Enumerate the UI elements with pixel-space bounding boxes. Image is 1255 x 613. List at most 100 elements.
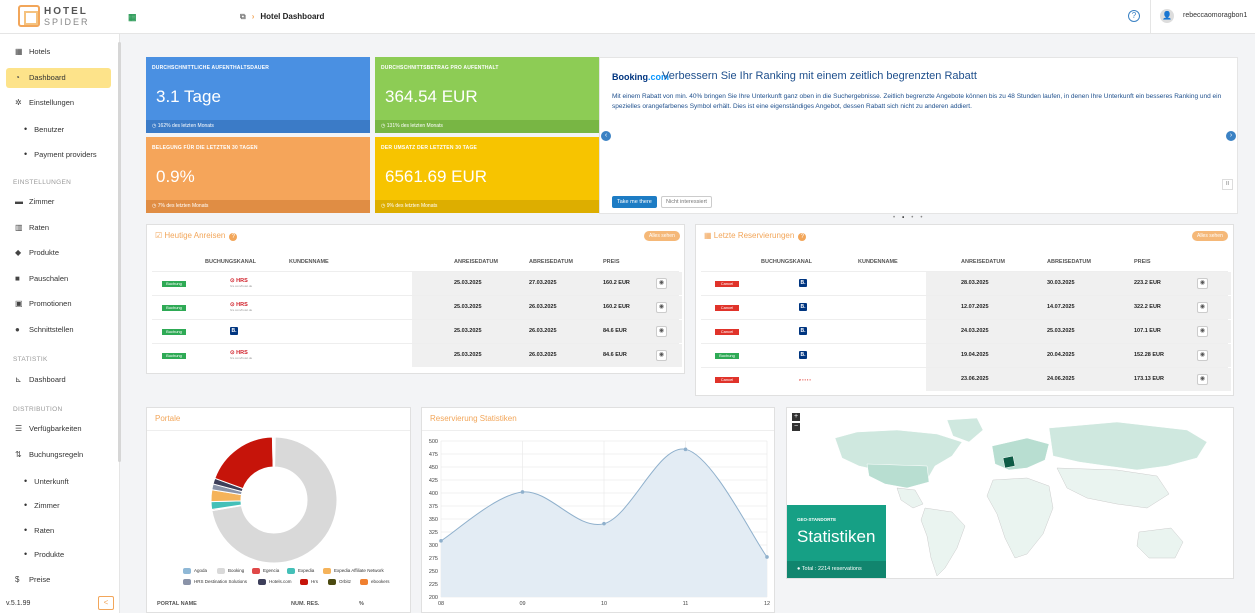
sidebar-item-verfuegbarkeiten[interactable]: ☰ Verfügbarkeiten [6,419,111,439]
collapse-sidebar-button[interactable]: < [98,596,114,610]
status-badge: Buchung [162,281,186,287]
reservations-see-all-button[interactable]: Alles sehen [1192,231,1228,241]
help-icon[interactable]: ? [1128,10,1140,22]
sidebar-item-benutzer[interactable]: Benutzer [24,121,64,137]
data-point[interactable] [602,521,606,526]
table-row[interactable]: Buchung B. 25.03.2025 26.03.2025 84.6 EUR ◉ [152,319,682,343]
price: 160.2 EUR [603,280,630,286]
sidebar-item-pauschalen[interactable]: ■ Pauschalen [6,269,111,289]
legend-label: Hrs [311,579,318,585]
pie-slice-ebookers[interactable] [272,436,275,468]
table-row[interactable]: Buchung ⊙ HRS hrs.com/hotel.de 25.03.2025 27… [152,271,682,295]
eye-icon[interactable]: ◉ [1197,350,1208,361]
series-line [440,448,768,558]
eye-icon[interactable]: ◉ [1197,278,1208,289]
map-australia [1136,527,1184,559]
col-channel: BUCHUNGSKANAL [761,259,813,265]
col-percent: % [359,601,364,607]
legend-item[interactable]: Hrs [300,579,318,585]
hotel-icon[interactable]: ▦ [128,12,137,22]
legend-item[interactable]: HRS Destination Solutions [183,579,247,585]
eye-icon[interactable]: ◉ [1197,374,1208,385]
kpi-change: 162% [157,123,171,129]
legend-item[interactable]: Expedia [287,568,314,574]
table-row[interactable]: Buchung ⊙ HRS hrs.com/hotel.de 25.03.2025 26… [152,343,682,367]
legend-item[interactable]: Hotels.com [258,579,292,585]
carousel-indicators[interactable]: •••• [893,215,930,221]
eye-icon[interactable]: ◉ [1197,302,1208,313]
sidebar-item-schnittstellen[interactable]: ● Schnittstellen [6,320,111,340]
pie-slice-booking[interactable] [211,436,338,564]
eye-icon[interactable]: ◉ [656,326,667,337]
sidebar-item-buchungsregeln[interactable]: ⇅ Buchungsregeln [6,445,111,465]
legend-label: Expedia Affiliate Network [334,568,384,574]
carousel-next-icon[interactable]: › [1226,131,1236,141]
sidebar-item-einstellungen[interactable]: ✲ Einstellungen [6,93,111,113]
legend-item[interactable]: Orbitz [328,579,351,585]
portale-donut-chart[interactable] [147,432,412,572]
sidebar-item-zimmer[interactable]: ▬ Zimmer [6,192,111,212]
table-row[interactable]: Cancel B. 24.03.2025 25.03.2025 107.1 EUR ◉ [701,319,1231,343]
sidebar-item-produkte[interactable]: ◆ Produkte [6,243,111,263]
gear-icon: ✲ [15,98,22,107]
eye-icon[interactable]: ◉ [1197,326,1208,337]
row-shade [926,272,1231,295]
sidebar-item-raten[interactable]: ▥ Raten [6,218,111,238]
reservation-line-chart[interactable]: 200 225 250 275 300 325 350 375 400 425 450 475 500 0… [422,433,774,613]
sidebar-item-hotels[interactable]: ▦ Hotels [6,42,111,62]
carousel-prev-icon[interactable]: ‹ [601,131,611,141]
legend-item[interactable]: Expedia Affiliate Network [323,568,384,574]
package-icon: ■ [15,274,20,283]
user-name[interactable]: rebeccaomoragbon1 [1183,12,1248,19]
take-me-there-button[interactable]: Take me there [612,196,657,208]
user-avatar-icon[interactable]: 👤 [1160,9,1174,23]
legend-item[interactable]: Agoda [183,568,207,574]
legend-item[interactable]: Egencia [252,568,279,574]
data-point[interactable] [765,555,769,559]
data-point[interactable] [439,539,443,543]
info-icon[interactable]: ? [798,233,807,241]
pause-icon[interactable]: II [1222,179,1233,190]
legend-item[interactable]: ebookers [360,579,390,585]
col-num-res: NUM. RES. [291,601,320,607]
eye-icon[interactable]: ◉ [656,302,667,313]
portale-panel: Portale Agoda Booking Egencia Expedia Expedi… [146,407,411,613]
zoom-in-button[interactable]: + [792,413,800,421]
sidebar-item-dashboard[interactable]: ◔ Dashboard [6,68,111,88]
hrs-logo: ⊙ HRS hrs.com/hotel.de [230,278,253,288]
sidebar-item-payment-providers[interactable]: Payment providers [24,146,97,162]
info-icon[interactable]: ? [229,233,238,241]
sidebar-item-unterkunft[interactable]: Unterkunft [24,473,69,489]
booking-logo-icon: B. [799,327,807,335]
row-shade [412,344,682,367]
departure-date: 27.03.2025 [529,280,557,286]
list-icon: ☰ [15,424,23,433]
sidebar-item-label: Hotels [29,47,51,56]
sidebar-item-label: Preise [29,575,51,584]
sidebar-item-produkte-sub[interactable]: Produkte [24,546,64,562]
arrivals-see-all-button[interactable]: Alles sehen [644,231,680,241]
status-badge: Cancel [715,281,739,287]
sidebar-item-promotionen[interactable]: ▣ Promotionen [6,294,111,314]
table-row[interactable]: Buchung B. 19.04.2025 20.04.2025 152.28 EUR ◉ [701,343,1231,367]
sidebar-item-statistik-dashboard[interactable]: ⊾ Dashboard [6,370,111,390]
sidebar-scrollbar[interactable] [118,42,121,462]
legend-item[interactable]: Booking [217,568,244,574]
departure-date: 30.03.2025 [1047,280,1075,286]
sidebar-item-raten-sub[interactable]: Raten [24,522,54,538]
pie-slice-hrs[interactable] [214,436,274,490]
world-map[interactable] [787,408,1233,578]
sidebar-item-zimmer-sub[interactable]: Zimmer [24,497,59,513]
hotel-spider-logo[interactable]: HOTEL SPIDER [18,5,88,29]
table-row[interactable]: Cancel B. 28.03.2025 30.03.2025 223.2 EUR ◉ [701,271,1231,295]
data-point[interactable] [520,490,525,494]
zoom-out-button[interactable]: − [792,423,800,431]
not-interested-button[interactable]: Nicht interessiert [661,196,712,208]
eye-icon[interactable]: ◉ [656,350,667,361]
sidebar-item-preise[interactable]: $ Preise [6,570,111,590]
table-row[interactable]: Buchung ⊙ HRS hrs.com/hotel.de 25.03.2025 26… [152,295,682,319]
data-point[interactable] [683,447,688,452]
table-row[interactable]: Cancel B. 12.07.2025 14.07.2025 322.2 EUR ◉ [701,295,1231,319]
eye-icon[interactable]: ◉ [656,278,667,289]
table-row[interactable]: Cancel e▪▪▪▪ 23.06.2025 24.06.2025 173.13 EU… [701,367,1231,391]
